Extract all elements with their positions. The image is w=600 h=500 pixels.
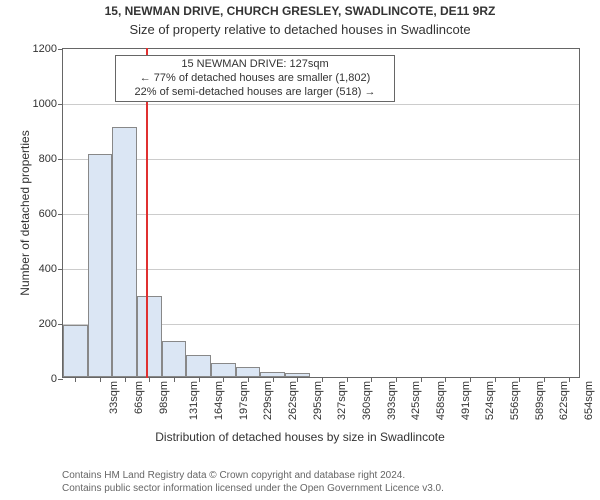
annotation-box: 15 NEWMAN DRIVE: 127sqm← 77% of detached… [115, 55, 395, 102]
ytick-label: 200 [39, 318, 63, 330]
xtick-label: 654sqm [583, 381, 595, 420]
annotation-line: 22% of semi-detached houses are larger (… [122, 86, 388, 100]
xtick-mark [125, 377, 126, 382]
xtick-mark [75, 377, 76, 382]
xtick-mark [470, 377, 471, 382]
xtick-label: 98sqm [158, 381, 170, 414]
xtick-mark [322, 377, 323, 382]
xtick-label: 556sqm [509, 381, 521, 420]
xtick-label: 197sqm [238, 381, 250, 420]
xtick-label: 425sqm [410, 381, 422, 420]
xtick-label: 491sqm [460, 381, 472, 420]
footer-line1: Contains HM Land Registry data © Crown c… [62, 470, 444, 483]
annotation-line: 15 NEWMAN DRIVE: 127sqm [122, 58, 388, 72]
histogram-bar [260, 372, 285, 378]
xtick-mark [297, 377, 298, 382]
histogram-bar [285, 373, 310, 377]
ytick-label: 1000 [33, 98, 63, 110]
page-root: 15, NEWMAN DRIVE, CHURCH GRESLEY, SWADLI… [0, 0, 600, 500]
footer-line2: Contains public sector information licen… [62, 483, 444, 496]
xtick-label: 295sqm [312, 381, 324, 420]
ytick-label: 400 [39, 263, 63, 275]
xtick-label: 164sqm [213, 381, 225, 420]
xtick-mark [519, 377, 520, 382]
chart-subtitle: Size of property relative to detached ho… [0, 22, 600, 37]
xtick-label: 360sqm [361, 381, 373, 420]
xtick-mark [544, 377, 545, 382]
xtick-mark [421, 377, 422, 382]
ytick-label: 0 [51, 373, 63, 385]
histogram-bar [63, 325, 88, 377]
histogram-bar [137, 296, 162, 377]
annotation-line: ← 77% of detached houses are smaller (1,… [122, 72, 388, 86]
histogram-bar [162, 341, 187, 377]
ytick-label: 1200 [33, 43, 63, 55]
xtick-mark [396, 377, 397, 382]
xtick-label: 229sqm [262, 381, 274, 420]
xtick-mark [100, 377, 101, 382]
plot-area: 02004006008001000120033sqm66sqm98sqm131s… [62, 48, 580, 378]
gridline [63, 269, 579, 270]
xtick-mark [149, 377, 150, 382]
xtick-mark [495, 377, 496, 382]
ytick-label: 800 [39, 153, 63, 165]
xtick-label: 524sqm [484, 381, 496, 420]
xtick-mark [347, 377, 348, 382]
xtick-mark [273, 377, 274, 382]
xtick-label: 458sqm [435, 381, 447, 420]
xtick-label: 262sqm [287, 381, 299, 420]
histogram-bar [236, 367, 261, 377]
y-axis-label: Number of detached properties [18, 113, 32, 313]
histogram-bar [88, 154, 113, 377]
histogram-bar [112, 127, 137, 377]
xtick-mark [199, 377, 200, 382]
xtick-mark [223, 377, 224, 382]
xtick-label: 327sqm [336, 381, 348, 420]
ytick-label: 600 [39, 208, 63, 220]
xtick-mark [174, 377, 175, 382]
footer-attribution: Contains HM Land Registry data © Crown c… [62, 470, 444, 495]
xtick-label: 33sqm [108, 381, 120, 414]
chart-title-line1: 15, NEWMAN DRIVE, CHURCH GRESLEY, SWADLI… [0, 4, 600, 18]
histogram-bar [186, 355, 211, 377]
xtick-mark [569, 377, 570, 382]
gridline [63, 159, 579, 160]
xtick-mark [371, 377, 372, 382]
histogram-bar [211, 363, 236, 377]
gridline [63, 214, 579, 215]
xtick-label: 131sqm [188, 381, 200, 420]
gridline [63, 104, 579, 105]
xtick-mark [248, 377, 249, 382]
xtick-mark [445, 377, 446, 382]
xtick-label: 66sqm [133, 381, 145, 414]
xtick-label: 622sqm [558, 381, 570, 420]
xtick-label: 393sqm [386, 381, 398, 420]
xtick-label: 589sqm [534, 381, 546, 420]
x-axis-label: Distribution of detached houses by size … [0, 430, 600, 444]
